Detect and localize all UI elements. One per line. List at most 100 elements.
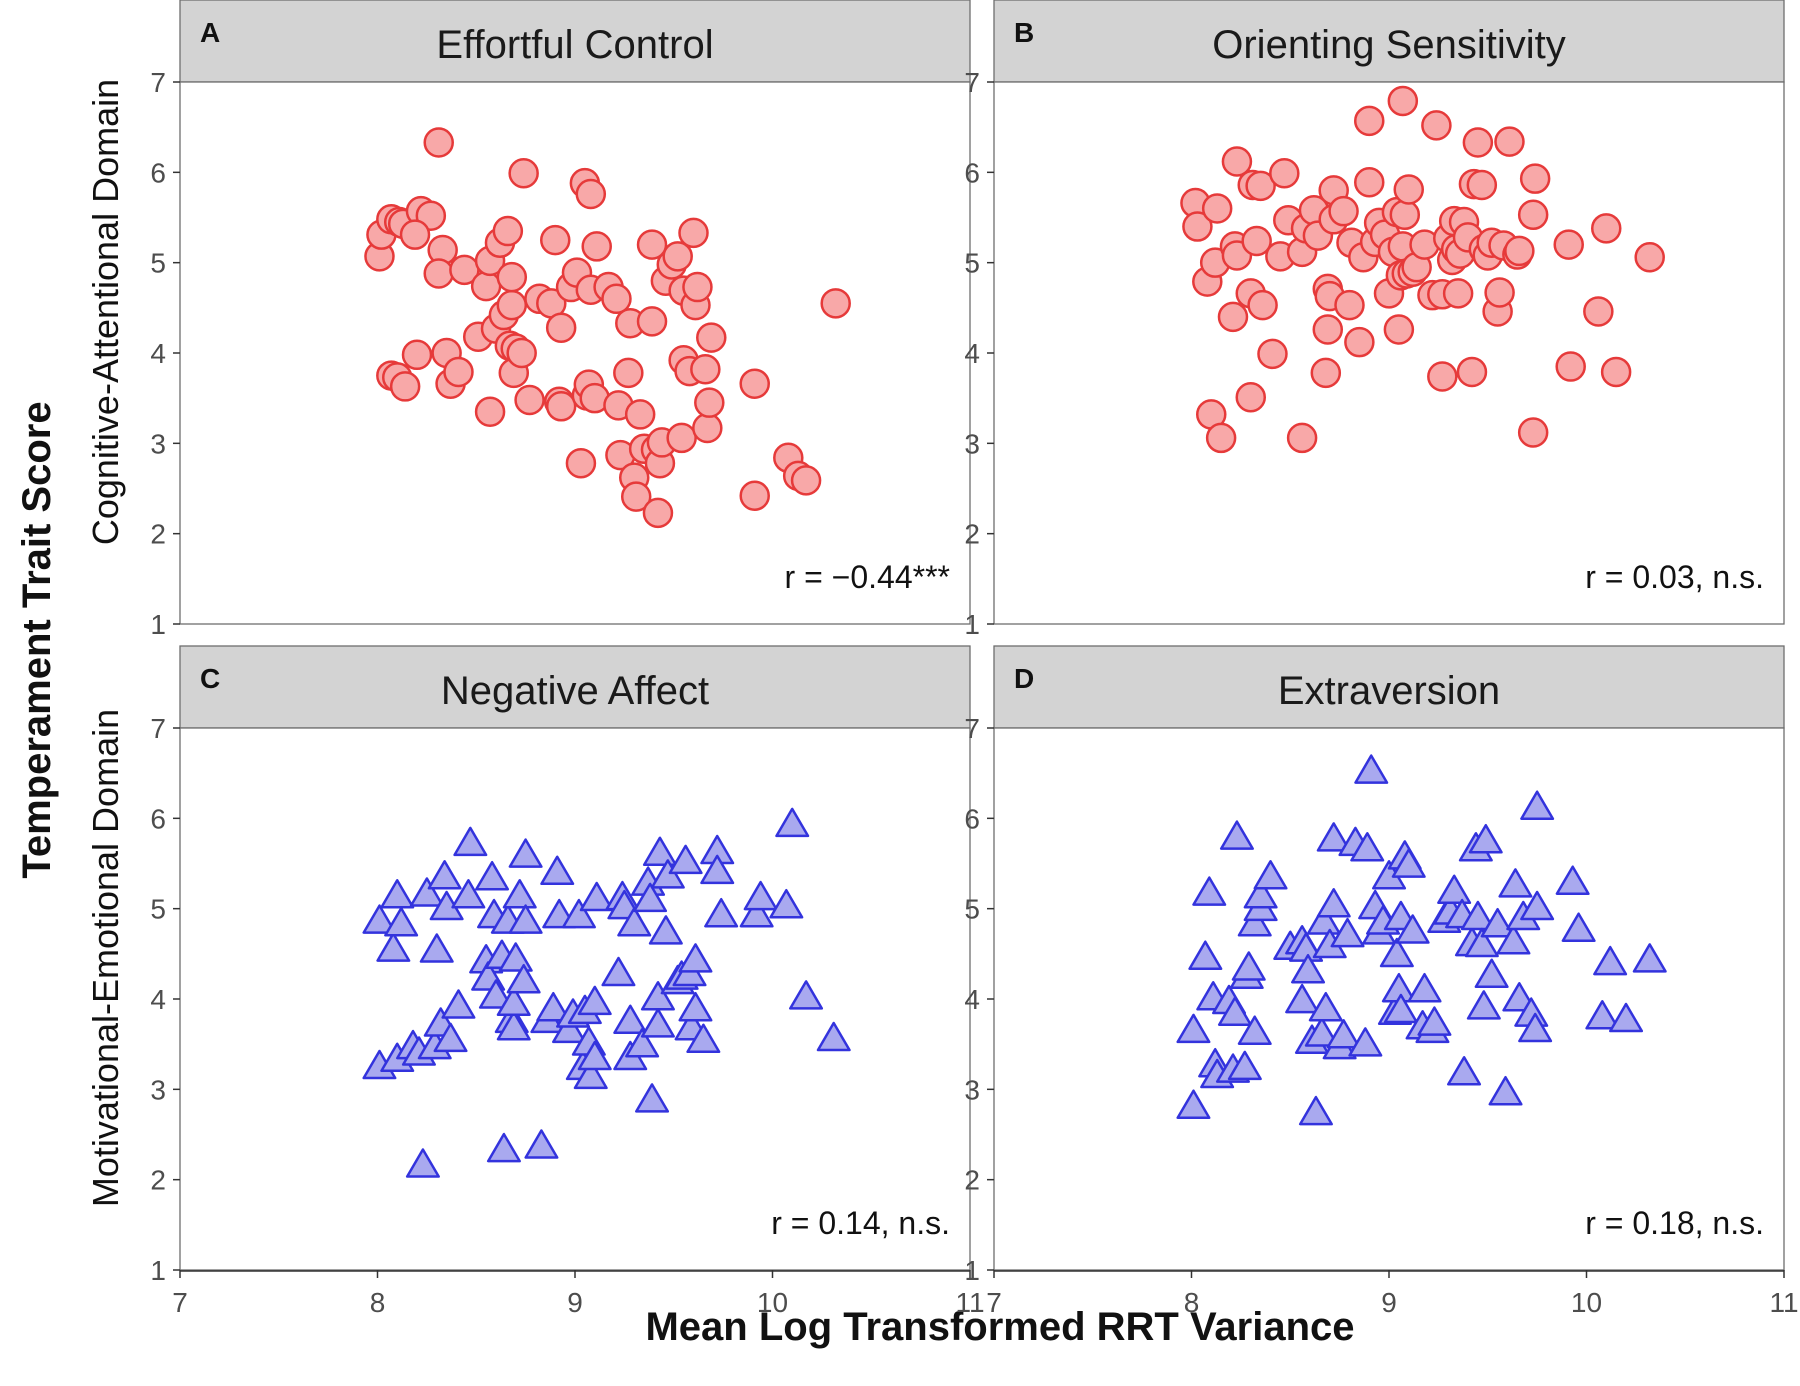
panel-b-y-tick-label: 1	[964, 609, 980, 640]
data-point	[1235, 382, 1266, 413]
panel-a-y-tick-label: 2	[150, 519, 166, 550]
panel-b-y-tick-label: 3	[964, 428, 980, 459]
data-point	[474, 396, 506, 427]
data-point	[498, 942, 533, 972]
data-point	[1354, 167, 1385, 198]
data-point	[575, 178, 607, 210]
panel-d-y-tick-label: 4	[964, 984, 980, 1015]
panel-b-y-tick-label: 2	[964, 519, 980, 550]
data-point	[1561, 912, 1596, 942]
panel-c-x-tick-label: 11	[955, 1287, 984, 1318]
data-point	[1442, 278, 1474, 309]
panel-c-y-tick-label: 1	[150, 1255, 166, 1286]
panel-d-y-tick-label: 1	[964, 1255, 980, 1286]
panel-b-y-tick-label: 5	[964, 248, 980, 279]
data-point	[816, 1021, 851, 1052]
data-point	[1257, 338, 1288, 370]
panel-a-strip	[179, 0, 971, 83]
data-point	[690, 354, 721, 385]
data-point	[1344, 326, 1375, 358]
data-point	[1330, 917, 1365, 948]
data-point	[1417, 1006, 1452, 1036]
data-point	[678, 991, 713, 1022]
panel-c: Negative Affect C 1 2 3 4 5 6 7 7 8 9 10 11 r = 0.14, …	[150, 645, 985, 1318]
data-point	[1474, 958, 1509, 989]
data-point	[475, 860, 510, 891]
data-point	[1217, 301, 1249, 333]
panel-d-x-tick-label: 10	[1571, 1287, 1602, 1318]
data-point	[1227, 1050, 1262, 1081]
data-point	[1286, 422, 1318, 454]
data-point	[470, 270, 502, 302]
data-point	[1421, 110, 1452, 141]
data-point	[613, 357, 644, 389]
data-point	[601, 956, 636, 987]
panel-c-y-tick-label: 3	[150, 1074, 166, 1105]
data-point	[1496, 925, 1531, 955]
data-point	[1520, 890, 1555, 921]
panel-c-y-tick-label: 4	[150, 984, 166, 1015]
panel-a-title: Effortful Control	[436, 23, 713, 67]
data-point	[668, 844, 703, 875]
panel-d: Extraversion D 1 2 3 4 5 6 7 7 8 9 10 11 r = 0.18, n.s…	[964, 645, 1799, 1318]
data-point	[443, 356, 474, 388]
data-point	[1553, 229, 1584, 260]
data-point	[1354, 105, 1385, 137]
panel-d-x-tick-label: 7	[986, 1287, 1002, 1318]
panel-a-y-tick-label: 7	[150, 67, 166, 98]
panel-d-strip	[993, 645, 1785, 729]
panel-a-letter: A	[200, 17, 220, 48]
data-point	[565, 447, 597, 479]
data-point	[769, 888, 804, 919]
data-point	[514, 384, 545, 416]
data-point	[409, 877, 444, 907]
data-point	[642, 497, 674, 529]
data-point	[624, 399, 656, 430]
y-axis-title: Temperament Trait Score	[15, 401, 59, 878]
data-point	[389, 371, 421, 402]
data-point	[506, 963, 541, 994]
data-point	[1304, 1017, 1339, 1047]
data-point	[1488, 1075, 1523, 1106]
data-point	[1389, 199, 1421, 231]
data-point	[1395, 914, 1430, 944]
panel-d-letter: D	[1014, 663, 1034, 694]
data-point	[1201, 193, 1233, 224]
data-point	[789, 980, 824, 1010]
data-point	[573, 1059, 608, 1090]
panel-c-y-tick-label: 7	[150, 713, 166, 744]
data-point	[1456, 356, 1488, 388]
panel-b-y-tick-label: 6	[964, 157, 980, 188]
data-point	[1245, 170, 1276, 202]
data-point	[682, 271, 713, 303]
panel-c-y-tick-label: 2	[150, 1165, 166, 1196]
data-point	[700, 854, 735, 885]
data-point	[552, 1013, 587, 1044]
panel-b-title: Orienting Sensitivity	[1212, 23, 1565, 67]
data-point	[1517, 417, 1549, 448]
panel-a-points	[364, 127, 851, 529]
panel-d-x-tick-label: 11	[1769, 1287, 1798, 1318]
data-point	[1241, 225, 1272, 257]
data-point	[508, 904, 543, 934]
panel-a-y-tick-label: 1	[150, 609, 166, 640]
data-point	[508, 838, 543, 868]
data-point	[1468, 823, 1503, 854]
data-point	[1221, 146, 1253, 177]
data-point	[678, 943, 713, 973]
data-point	[1316, 888, 1351, 918]
panel-a-plot-area	[179, 81, 971, 625]
data-point	[635, 1083, 670, 1113]
panel-c-letter: C	[200, 663, 220, 694]
data-point	[1219, 820, 1254, 850]
data-point	[1217, 996, 1252, 1026]
data-point	[1334, 289, 1365, 321]
data-point	[743, 880, 778, 911]
data-point	[1176, 1013, 1211, 1044]
data-point	[1312, 314, 1344, 345]
data-point	[427, 860, 462, 890]
data-point	[1306, 905, 1341, 935]
data-point	[1518, 1012, 1553, 1043]
data-point	[1269, 157, 1300, 189]
